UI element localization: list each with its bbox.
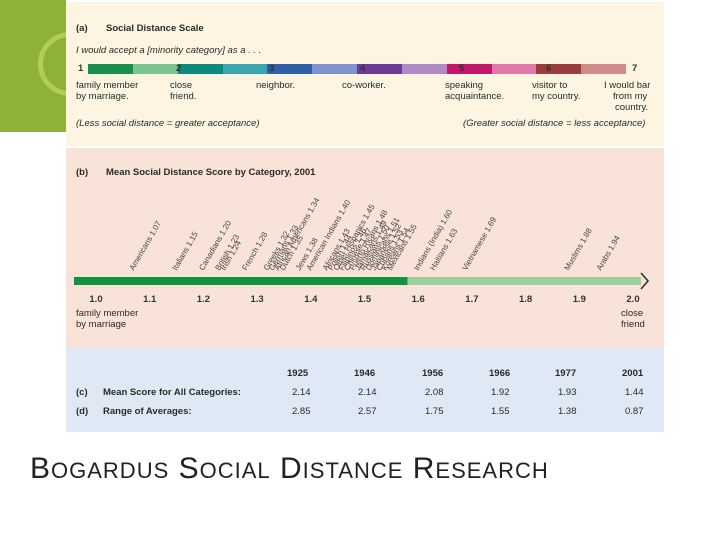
caption-istance: ISTANCE [302,458,404,483]
point-label: Italians 1.15 [170,230,200,272]
caption-ogardus: OGARDUS [51,458,170,483]
note-less-distance: (Less social distance = greater acceptan… [76,118,260,129]
scale-label-2b: friend. [170,91,197,102]
x-tick-label: 2.0 [626,294,639,305]
year-1977: 1977 [555,368,577,379]
left-end-label-1: family member [76,308,139,319]
scale-segment-5 [267,64,313,74]
scale-label-7c: country. [615,102,649,113]
row-c-2001: 1.44 [625,387,644,398]
panel-social-distance-scale: (a) Social Distance Scale I would accept… [66,2,664,146]
x-tick-label: 1.9 [573,294,586,305]
year-1946: 1946 [354,368,376,379]
scale-label-5b: acquaintance. [445,91,505,102]
row-d-1925: 2.85 [292,406,311,417]
chart-title: Mean Social Distance Score by Category, … [106,167,316,178]
scale-number-4: 4 [360,63,366,74]
caption-esearch: ESEARCH [435,458,549,483]
scale-number-2: 2 [176,63,182,74]
panel-a-title: Social Distance Scale [106,23,204,34]
panel-mean-score-chart: (b) Mean Social Distance Score by Catego… [66,148,664,348]
scale-label-3: neighbor. [256,80,296,91]
scale-label-7a: I would bar [604,80,651,91]
slide-caption: BOGARDUS SOCIAL DISTANCE RESEARCH [30,452,549,486]
row-d-letter: (d) [76,406,89,417]
x-tick-label: 1.7 [465,294,478,305]
scale-segment-2 [132,64,179,74]
scale-label-5a: speaking [445,80,484,91]
x-tick-label: 1.2 [197,294,210,305]
x-tick-label: 1.3 [250,294,263,305]
scale-segment-10 [491,64,537,74]
x-tick-label: 1.1 [143,294,157,305]
year-1956: 1956 [422,368,444,379]
row-d-1956: 1.75 [425,406,444,417]
row-d-2001: 0.87 [625,406,644,417]
axis-arrow [640,272,650,290]
row-d-1966: 1.55 [491,406,510,417]
x-tick-label: 1.5 [358,294,372,305]
x-tick-label: 1.0 [89,294,102,305]
scale-label-4: co-worker. [342,80,386,91]
row-c-1946: 2.14 [358,387,377,398]
scale-label-7b: from my [613,91,648,102]
scale-number-6: 6 [546,63,552,74]
scale-segment-9 [446,64,492,74]
scale-segment-11 [536,64,582,74]
right-end-label-1: close [621,308,644,319]
year-1925: 1925 [287,368,309,379]
left-end-label-2: by marriage [76,319,127,330]
scale-segment-7 [357,64,403,74]
x-tick-label: 1.4 [304,294,318,305]
scale-segment-3 [177,64,223,74]
panel-score-table: 1925 1946 1956 1966 1977 2001 (c) Mean S… [66,348,664,432]
chart-letter: (b) [76,167,89,178]
row-c-1956: 2.08 [425,387,444,398]
right-end-label-2: friend [621,319,645,330]
figure: (a) Social Distance Scale I would accept… [66,2,664,432]
point-label: Vietnamese 1.69 [460,215,498,272]
scale-segment-4 [222,64,268,74]
scale-segment-6 [312,64,358,74]
axis-bar-light [407,277,641,285]
row-c-1925: 2.14 [292,387,311,398]
caption-r: R [412,452,436,485]
scale-segment-12 [581,64,627,74]
scale-label-1b: by marriage. [76,91,129,102]
row-c-1977: 1.93 [558,387,577,398]
point-label: Arabs 1.94 [595,234,622,272]
point-label: Muslims 1.88 [562,226,594,272]
row-d-label: Range of Averages: [103,406,192,417]
scale-number-1: 1 [78,63,84,74]
x-tick-label: 1.6 [412,294,425,305]
row-c-1966: 1.92 [491,387,510,398]
year-2001: 2001 [622,368,644,379]
x-tick-label: 1.8 [519,294,532,305]
caption-s: S [178,452,200,485]
scale-label-1a: family member [76,80,139,91]
scale-number-5: 5 [459,63,465,74]
row-c-letter: (c) [76,387,88,398]
chart-svg: 1.0 1.1 1.2 1.3 1.4 1.5 1.6 1.7 1.8 1.9 2.0 America… [74,196,650,305]
row-d-1946: 2.57 [358,406,377,417]
year-1966: 1966 [489,368,511,379]
scale-segment-8 [401,64,448,74]
scale-label-6b: my country. [532,91,581,102]
scale-label-2a: close [170,80,193,91]
scale-label-6a: visitor to [532,80,568,91]
caption-ocial: OCIAL [199,458,271,483]
point-label: Americans 1.07 [128,219,164,272]
scale-number-3: 3 [269,63,275,74]
row-d-1977: 1.38 [558,406,577,417]
axis-bar-dark [74,277,408,285]
scale-segment-1 [88,64,134,74]
panel-a-prompt: I would accept a [minority category] as … [76,45,262,56]
row-c-label: Mean Score for All Categories: [103,387,241,398]
caption-d: D [280,452,303,485]
note-greater-distance: (Greater social distance = less acceptan… [463,118,646,129]
panel-a-letter: (a) [76,23,88,34]
caption-b: B [30,452,52,485]
scale-number-7: 7 [632,63,638,74]
